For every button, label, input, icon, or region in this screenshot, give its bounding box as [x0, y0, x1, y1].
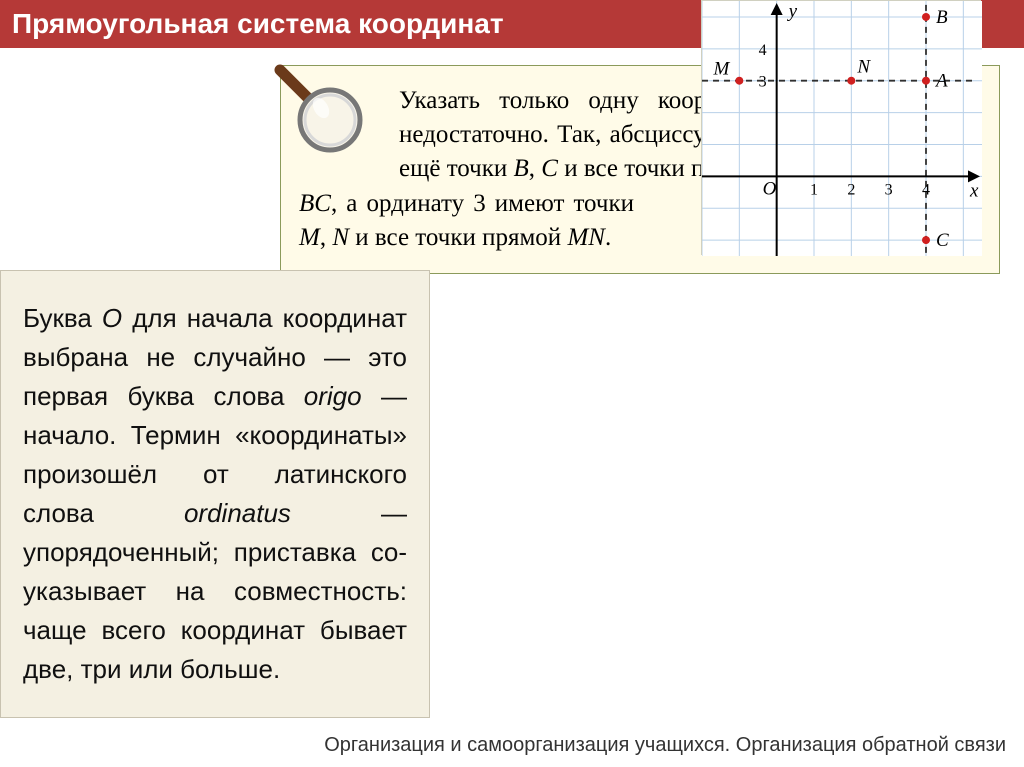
svg-text:O: O	[763, 178, 777, 199]
left-info-panel: Буква O для начала координат выбрана не …	[0, 270, 430, 718]
svg-text:B: B	[936, 7, 948, 28]
var-N: N	[332, 224, 349, 251]
svg-text:1: 1	[810, 181, 818, 198]
footer-text: Организация и самоорганизация учащихся. …	[324, 734, 1006, 757]
var-O: O	[102, 303, 122, 333]
text: ,	[320, 224, 333, 251]
svg-text:C: C	[936, 230, 949, 251]
magnifier-icon	[268, 58, 368, 158]
text: ,	[529, 155, 542, 182]
var-M: M	[299, 224, 320, 251]
text: .	[605, 224, 611, 251]
svg-text:A: A	[934, 70, 948, 91]
top-text-left: BC, а ординату 3 имеют точки M, N и все …	[299, 187, 634, 255]
svg-text:y: y	[787, 1, 798, 22]
top-info-panel: Указать только одну координату точки был…	[280, 65, 1000, 274]
chart-svg: 1 2 3 4 3 4 x y O M N A B C	[702, 1, 982, 256]
var-BC: BC	[299, 190, 331, 217]
svg-text:4: 4	[759, 42, 767, 59]
svg-text:N: N	[856, 56, 871, 77]
text: Буква	[23, 303, 102, 333]
text: и все точки прямой	[349, 224, 567, 251]
text: , а ординату 3 имеют точки	[331, 190, 634, 217]
footer-label: Организация и самоорганизация учащихся. …	[324, 734, 1006, 756]
svg-text:4: 4	[922, 181, 930, 198]
term-ordinatus: ordinatus	[184, 498, 291, 528]
svg-text:2: 2	[847, 181, 855, 198]
var-B: B	[514, 155, 529, 182]
var-MN: MN	[567, 224, 605, 251]
title-text: Прямоугольная система координат	[12, 8, 504, 39]
svg-text:3: 3	[759, 73, 767, 90]
svg-text:M: M	[713, 58, 731, 79]
svg-text:3: 3	[885, 181, 893, 198]
var-C: C	[541, 155, 558, 182]
term-origo: origo	[304, 381, 362, 411]
coordinate-chart: 1 2 3 4 3 4 x y O M N A B C	[701, 0, 981, 255]
svg-text:x: x	[969, 180, 979, 201]
